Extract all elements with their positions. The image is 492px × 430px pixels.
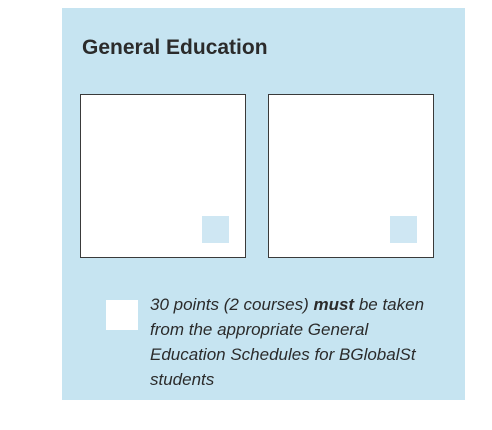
note: 30 points (2 courses) must be taken from… [150, 292, 442, 392]
box-chip [202, 216, 229, 243]
note-marker [106, 300, 138, 330]
note-text: be taken from the appropriate General Ed… [150, 295, 425, 389]
placeholder-box [268, 94, 434, 258]
note-text: 30 points (2 courses) [150, 295, 314, 314]
title: General Education [82, 36, 268, 59]
placeholder-box [80, 94, 246, 258]
box-chip [390, 216, 417, 243]
panel: General Education 30 points (2 courses) … [62, 8, 465, 400]
note-emphasis: must [313, 295, 355, 314]
